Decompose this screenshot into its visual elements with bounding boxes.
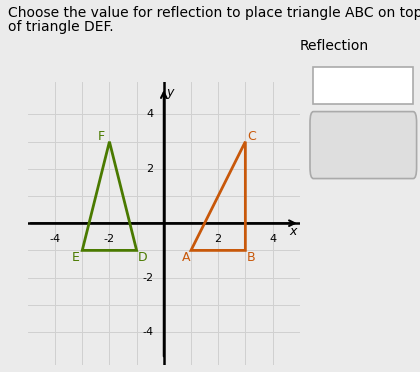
Text: Choose the value for reflection to place triangle ABC on top: Choose the value for reflection to place… — [8, 6, 420, 20]
Text: -2: -2 — [142, 273, 153, 283]
Text: 4: 4 — [269, 234, 276, 244]
Text: -4: -4 — [142, 327, 153, 337]
Text: D: D — [138, 251, 147, 264]
Text: F: F — [98, 130, 105, 143]
Text: 2: 2 — [146, 164, 153, 174]
Text: -4: -4 — [50, 234, 60, 244]
FancyBboxPatch shape — [313, 67, 413, 104]
Text: A: A — [182, 251, 190, 264]
FancyBboxPatch shape — [310, 112, 417, 179]
Text: of triangle DEF.: of triangle DEF. — [8, 20, 114, 35]
Text: -2: -2 — [104, 234, 115, 244]
Text: E: E — [71, 251, 79, 264]
Text: ∨: ∨ — [397, 78, 407, 93]
Text: 4: 4 — [146, 109, 153, 119]
Text: y: y — [166, 86, 173, 99]
Text: C: C — [247, 130, 256, 143]
Text: Reset: Reset — [344, 138, 383, 152]
Text: x: x — [289, 225, 297, 238]
Text: ...: ... — [327, 79, 339, 92]
Text: B: B — [247, 251, 256, 264]
Text: Reflection: Reflection — [299, 39, 368, 54]
Text: 2: 2 — [215, 234, 222, 244]
